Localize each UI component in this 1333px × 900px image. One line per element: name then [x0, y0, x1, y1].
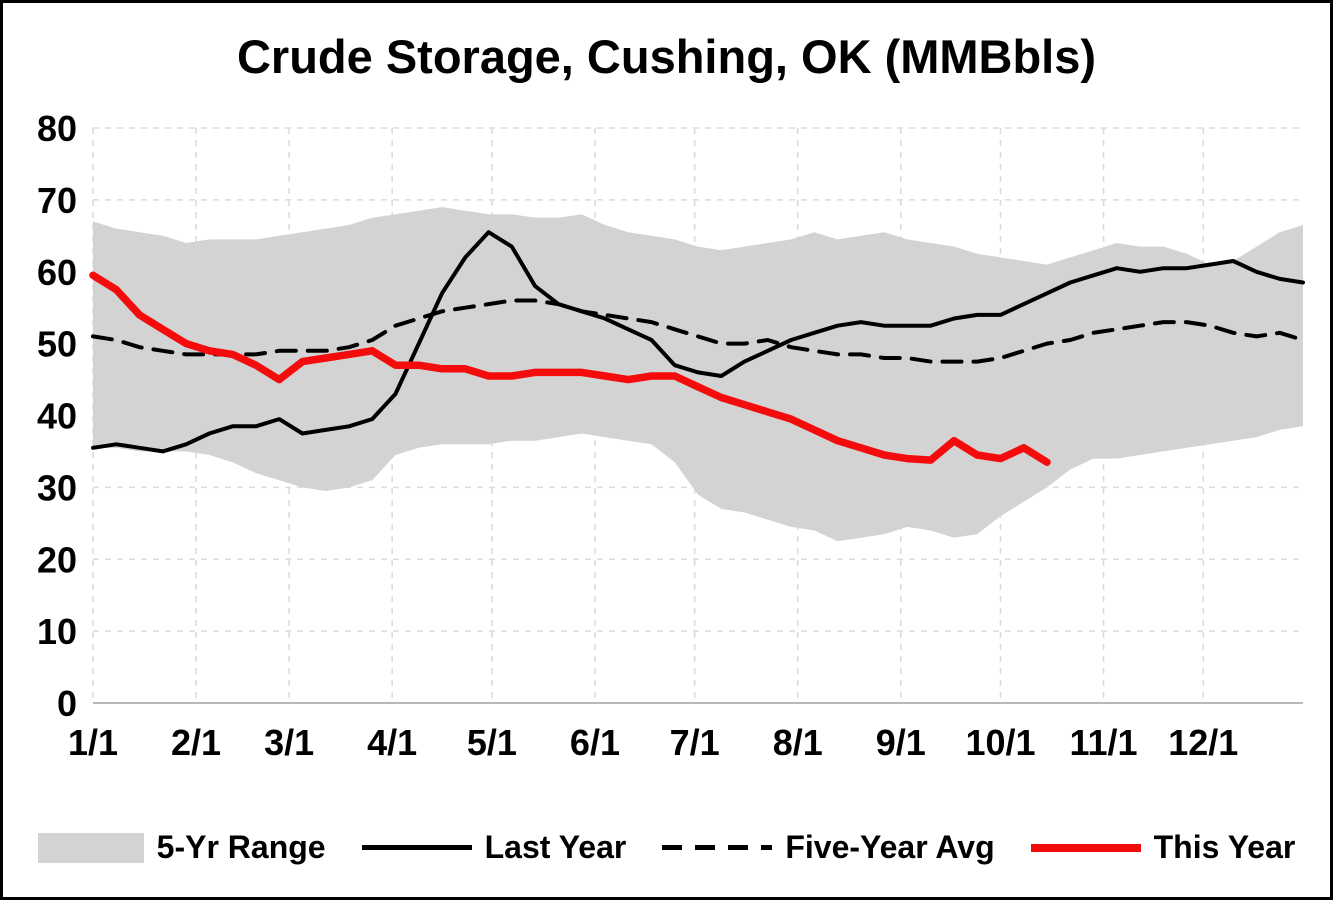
y-tick-label: 70: [37, 180, 77, 221]
legend-item-this-year: This Year: [1030, 829, 1296, 866]
legend-item-5yr-range: 5-Yr Range: [37, 829, 326, 866]
x-tick-label: 10/1: [965, 722, 1035, 763]
solid-line-swatch-icon: [361, 845, 472, 850]
x-tick-label: 12/1: [1168, 722, 1238, 763]
legend-item-last-year: Last Year: [361, 829, 627, 866]
legend-label-this-year: This Year: [1153, 829, 1296, 865]
y-tick-label: 0: [57, 683, 77, 724]
series-five-year-avg: [91, 298, 1305, 364]
legend: 5-Yr Range Last Year Five-Year Avg This …: [3, 829, 1330, 866]
legend-label-last-year: Last Year: [484, 829, 627, 865]
y-tick-label: 10: [37, 611, 77, 652]
y-tick-label: 40: [37, 396, 77, 437]
x-tick-label: 2/1: [171, 722, 221, 763]
legend-label-five-year-avg: Five-Year Avg: [785, 829, 995, 865]
chart-title: Crude Storage, Cushing, OK (MMBbls): [236, 30, 1097, 83]
x-tick-label: 11/1: [1070, 722, 1138, 763]
x-tick-label: 8/1: [773, 722, 823, 763]
range-swatch-icon: [37, 832, 144, 863]
legend-label-5yr-range: 5-Yr Range: [156, 829, 326, 865]
red-line-swatch-icon: [1030, 843, 1141, 852]
y-tick-label: 20: [37, 539, 77, 580]
x-tick-label: 7/1: [670, 722, 720, 763]
y-tick-label: 60: [37, 252, 77, 293]
x-tick-label: 1/1: [68, 722, 118, 763]
chart-svg: 0 10 20 30 40 50 60 70 80 1/1 2/1 3/1 4/1 5/1 6/1 7/1 8/…: [37, 108, 1305, 763]
x-tick-label: 3/1: [264, 722, 314, 763]
x-tick-label: 6/1: [570, 722, 620, 763]
x-tick-label: 9/1: [876, 722, 926, 763]
dashed-line-swatch-icon: [662, 845, 773, 850]
x-tick-label: 5/1: [467, 722, 517, 763]
y-tick-label: 80: [37, 108, 77, 149]
series-last-year: [91, 230, 1305, 454]
y-tick-label: 50: [37, 324, 77, 365]
legend-item-five-year-avg: Five-Year Avg: [662, 829, 995, 866]
x-tick-label: 4/1: [367, 722, 417, 763]
series-this-year: [89, 271, 1051, 466]
y-tick-label: 30: [37, 467, 77, 508]
tick-labels: 0 10 20 30 40 50 60 70 80 1/1 2/1 3/1 4/1 5/1 6/1 7/1 8/…: [37, 108, 1238, 763]
